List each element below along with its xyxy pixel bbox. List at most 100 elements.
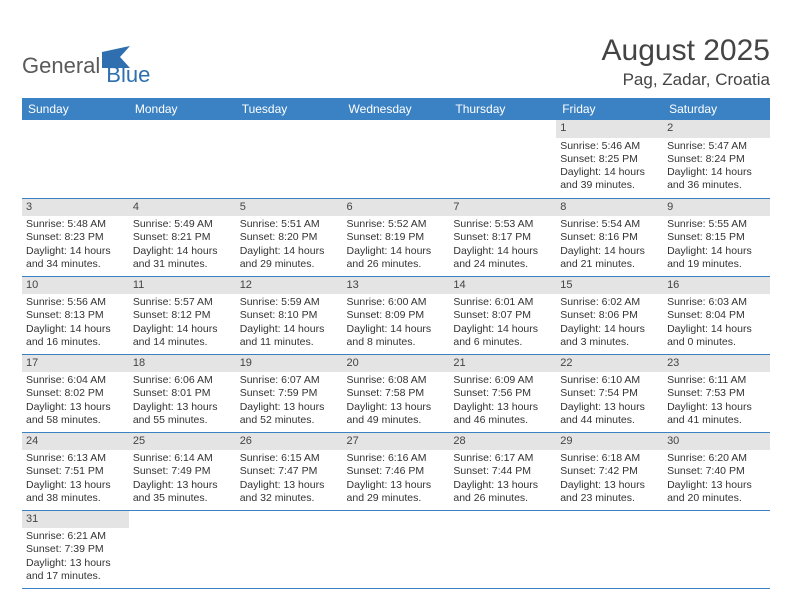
sunset-line: Sunset: 7:56 PM [453, 387, 552, 400]
sunrise-line: Sunrise: 6:08 AM [347, 374, 446, 387]
brand-part1: General [22, 53, 100, 79]
sunset-line: Sunset: 8:24 PM [667, 153, 766, 166]
sunset-line: Sunset: 7:47 PM [240, 465, 339, 478]
calendar-day-cell [449, 510, 556, 588]
day-number: 13 [343, 277, 450, 295]
day-details: Sunrise: 6:14 AMSunset: 7:49 PMDaylight:… [129, 450, 236, 509]
calendar-day-cell: 21Sunrise: 6:09 AMSunset: 7:56 PMDayligh… [449, 354, 556, 432]
daylight-line: Daylight: 13 hours and 35 minutes. [133, 479, 232, 505]
calendar-day-cell: 3Sunrise: 5:48 AMSunset: 8:23 PMDaylight… [22, 198, 129, 276]
month-title: August 2025 [602, 34, 770, 68]
sunset-line: Sunset: 7:40 PM [667, 465, 766, 478]
daylight-line: Daylight: 13 hours and 41 minutes. [667, 401, 766, 427]
sunrise-line: Sunrise: 6:17 AM [453, 452, 552, 465]
sunrise-line: Sunrise: 5:52 AM [347, 218, 446, 231]
day-number: 27 [343, 433, 450, 451]
day-details: Sunrise: 6:20 AMSunset: 7:40 PMDaylight:… [663, 450, 770, 509]
sunset-line: Sunset: 8:25 PM [560, 153, 659, 166]
daylight-line: Daylight: 14 hours and 6 minutes. [453, 323, 552, 349]
day-number: 24 [22, 433, 129, 451]
daylight-line: Daylight: 13 hours and 32 minutes. [240, 479, 339, 505]
weekday-header: Friday [556, 98, 663, 120]
day-number: 9 [663, 199, 770, 217]
daylight-line: Daylight: 14 hours and 31 minutes. [133, 245, 232, 271]
day-details: Sunrise: 5:54 AMSunset: 8:16 PMDaylight:… [556, 216, 663, 275]
calendar-day-cell: 19Sunrise: 6:07 AMSunset: 7:59 PMDayligh… [236, 354, 343, 432]
day-details: Sunrise: 6:11 AMSunset: 7:53 PMDaylight:… [663, 372, 770, 431]
sunset-line: Sunset: 8:21 PM [133, 231, 232, 244]
day-number: 1 [556, 120, 663, 138]
sunrise-line: Sunrise: 5:59 AM [240, 296, 339, 309]
sunset-line: Sunset: 8:07 PM [453, 309, 552, 322]
sunset-line: Sunset: 8:06 PM [560, 309, 659, 322]
calendar-week-row: 1Sunrise: 5:46 AMSunset: 8:25 PMDaylight… [22, 120, 770, 198]
day-number: 29 [556, 433, 663, 451]
calendar-day-cell [343, 120, 450, 198]
day-details: Sunrise: 6:17 AMSunset: 7:44 PMDaylight:… [449, 450, 556, 509]
sunrise-line: Sunrise: 5:57 AM [133, 296, 232, 309]
day-number: 14 [449, 277, 556, 295]
calendar-day-cell [22, 120, 129, 198]
day-details: Sunrise: 5:59 AMSunset: 8:10 PMDaylight:… [236, 294, 343, 353]
sunrise-line: Sunrise: 6:18 AM [560, 452, 659, 465]
day-details: Sunrise: 5:53 AMSunset: 8:17 PMDaylight:… [449, 216, 556, 275]
sunset-line: Sunset: 7:49 PM [133, 465, 232, 478]
daylight-line: Daylight: 14 hours and 19 minutes. [667, 245, 766, 271]
daylight-line: Daylight: 13 hours and 26 minutes. [453, 479, 552, 505]
day-details: Sunrise: 5:57 AMSunset: 8:12 PMDaylight:… [129, 294, 236, 353]
calendar-day-cell: 10Sunrise: 5:56 AMSunset: 8:13 PMDayligh… [22, 276, 129, 354]
day-details: Sunrise: 6:09 AMSunset: 7:56 PMDaylight:… [449, 372, 556, 431]
sunset-line: Sunset: 7:42 PM [560, 465, 659, 478]
calendar-page: General Blue August 2025 Pag, Zadar, Cro… [0, 0, 792, 609]
weekday-header: Tuesday [236, 98, 343, 120]
calendar-day-cell: 4Sunrise: 5:49 AMSunset: 8:21 PMDaylight… [129, 198, 236, 276]
day-number: 8 [556, 199, 663, 217]
calendar-day-cell: 18Sunrise: 6:06 AMSunset: 8:01 PMDayligh… [129, 354, 236, 432]
sunset-line: Sunset: 7:59 PM [240, 387, 339, 400]
calendar-day-cell: 2Sunrise: 5:47 AMSunset: 8:24 PMDaylight… [663, 120, 770, 198]
calendar-day-cell: 8Sunrise: 5:54 AMSunset: 8:16 PMDaylight… [556, 198, 663, 276]
sunset-line: Sunset: 7:46 PM [347, 465, 446, 478]
day-number: 28 [449, 433, 556, 451]
sunset-line: Sunset: 8:23 PM [26, 231, 125, 244]
sunrise-line: Sunrise: 6:14 AM [133, 452, 232, 465]
sunset-line: Sunset: 8:19 PM [347, 231, 446, 244]
sunset-line: Sunset: 8:16 PM [560, 231, 659, 244]
calendar-week-row: 31Sunrise: 6:21 AMSunset: 7:39 PMDayligh… [22, 510, 770, 588]
title-block: August 2025 Pag, Zadar, Croatia [602, 34, 770, 90]
sunrise-line: Sunrise: 5:46 AM [560, 140, 659, 153]
sunset-line: Sunset: 7:54 PM [560, 387, 659, 400]
calendar-day-cell: 9Sunrise: 5:55 AMSunset: 8:15 PMDaylight… [663, 198, 770, 276]
sunset-line: Sunset: 8:01 PM [133, 387, 232, 400]
sunset-line: Sunset: 8:04 PM [667, 309, 766, 322]
sunset-line: Sunset: 8:02 PM [26, 387, 125, 400]
weekday-header: Thursday [449, 98, 556, 120]
weekday-header: Monday [129, 98, 236, 120]
calendar-week-row: 17Sunrise: 6:04 AMSunset: 8:02 PMDayligh… [22, 354, 770, 432]
day-details: Sunrise: 6:07 AMSunset: 7:59 PMDaylight:… [236, 372, 343, 431]
sunrise-line: Sunrise: 5:55 AM [667, 218, 766, 231]
day-details: Sunrise: 5:46 AMSunset: 8:25 PMDaylight:… [556, 138, 663, 197]
day-details: Sunrise: 5:52 AMSunset: 8:19 PMDaylight:… [343, 216, 450, 275]
sunrise-line: Sunrise: 6:16 AM [347, 452, 446, 465]
sunrise-line: Sunrise: 6:13 AM [26, 452, 125, 465]
weekday-header: Saturday [663, 98, 770, 120]
sunrise-line: Sunrise: 5:54 AM [560, 218, 659, 231]
day-number: 31 [22, 511, 129, 529]
sunrise-line: Sunrise: 5:48 AM [26, 218, 125, 231]
calendar-day-cell: 6Sunrise: 5:52 AMSunset: 8:19 PMDaylight… [343, 198, 450, 276]
sunrise-line: Sunrise: 6:07 AM [240, 374, 339, 387]
day-details: Sunrise: 6:03 AMSunset: 8:04 PMDaylight:… [663, 294, 770, 353]
weekday-header: Sunday [22, 98, 129, 120]
calendar-day-cell [449, 120, 556, 198]
day-details: Sunrise: 6:13 AMSunset: 7:51 PMDaylight:… [22, 450, 129, 509]
day-details: Sunrise: 6:00 AMSunset: 8:09 PMDaylight:… [343, 294, 450, 353]
day-number: 16 [663, 277, 770, 295]
calendar-day-cell: 25Sunrise: 6:14 AMSunset: 7:49 PMDayligh… [129, 432, 236, 510]
daylight-line: Daylight: 13 hours and 49 minutes. [347, 401, 446, 427]
day-number: 6 [343, 199, 450, 217]
calendar-day-cell: 28Sunrise: 6:17 AMSunset: 7:44 PMDayligh… [449, 432, 556, 510]
daylight-line: Daylight: 14 hours and 16 minutes. [26, 323, 125, 349]
day-details: Sunrise: 6:06 AMSunset: 8:01 PMDaylight:… [129, 372, 236, 431]
day-number: 21 [449, 355, 556, 373]
